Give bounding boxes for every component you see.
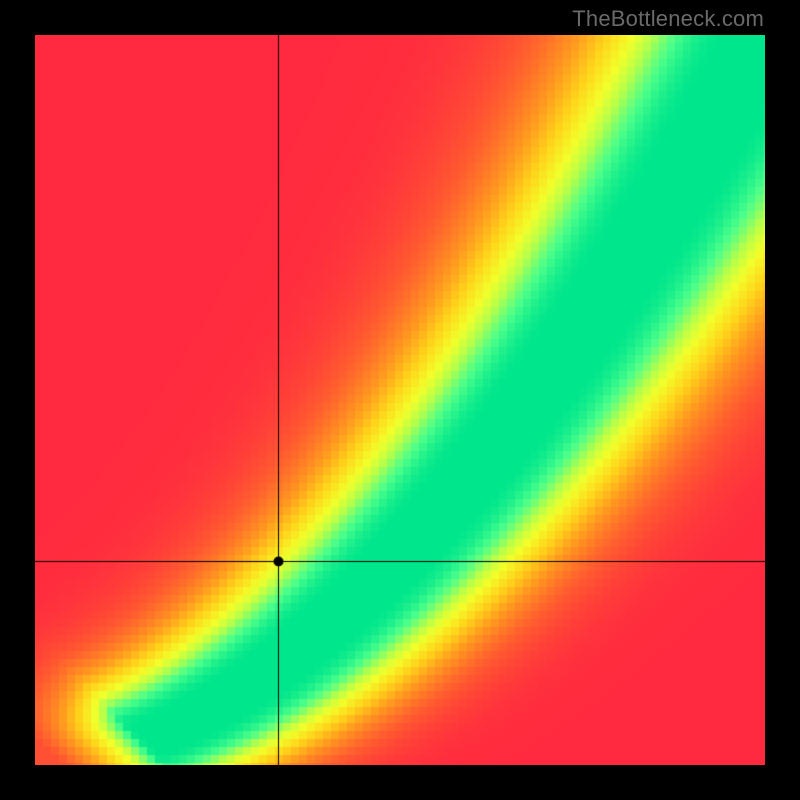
bottleneck-heatmap	[35, 35, 765, 765]
watermark-text: TheBottleneck.com	[572, 6, 764, 32]
